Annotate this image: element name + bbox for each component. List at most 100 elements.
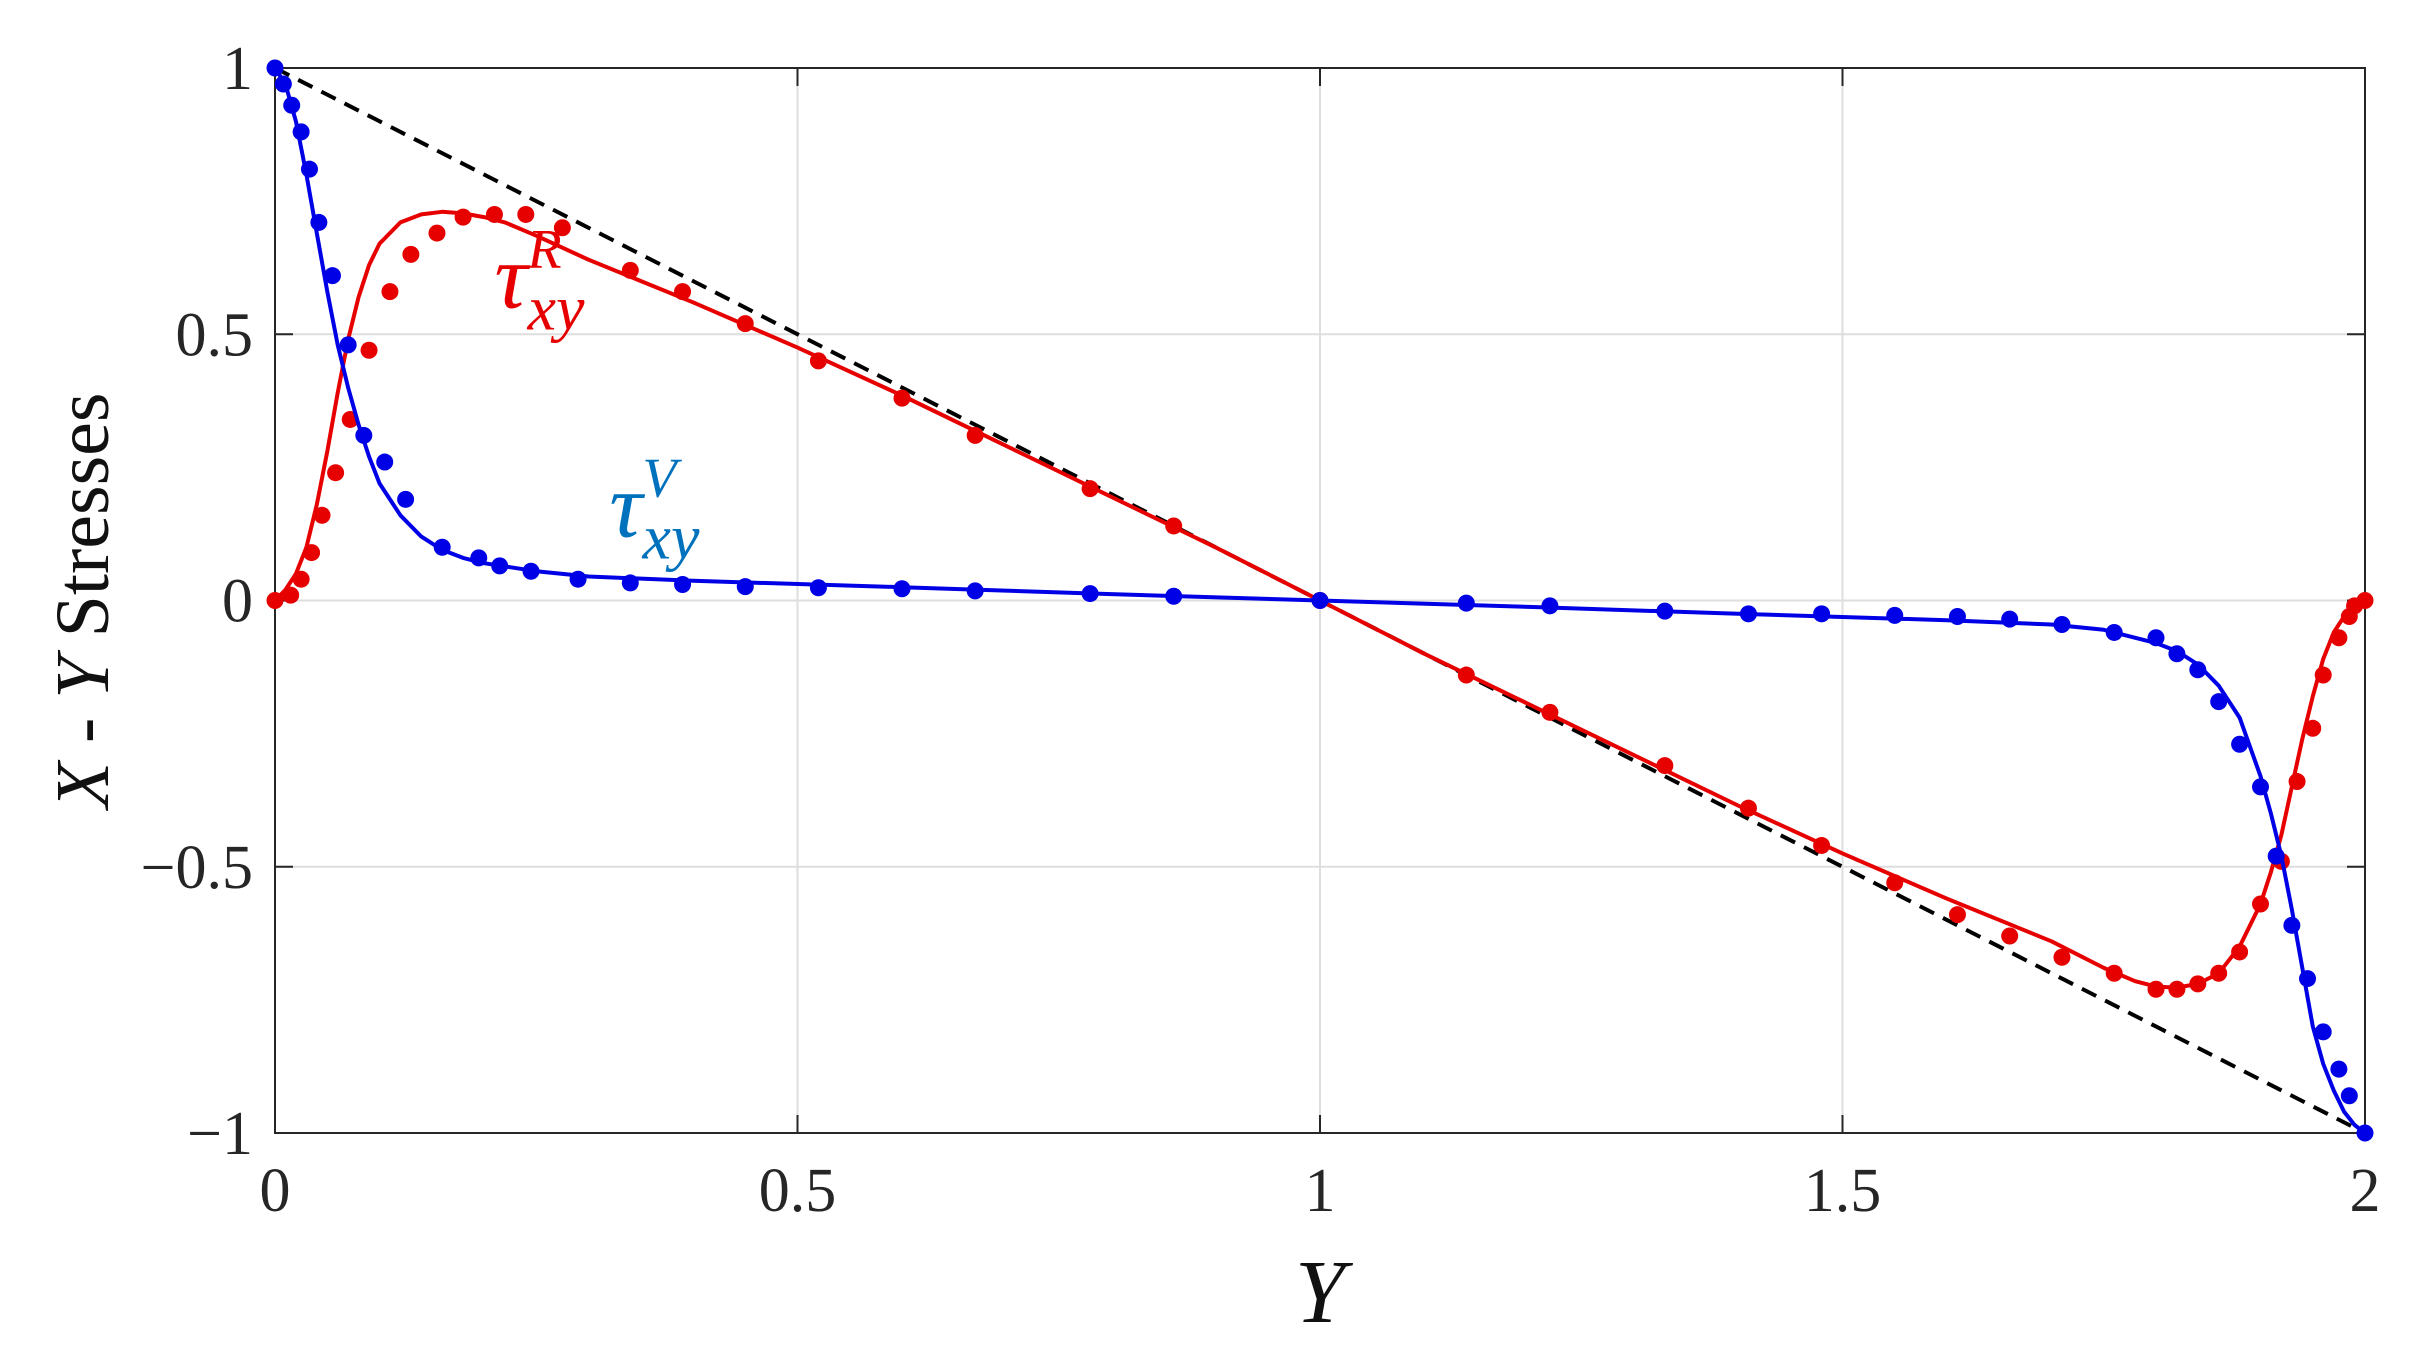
- series-1-point: [1457, 666, 1475, 684]
- series-3-point: [397, 490, 415, 508]
- series-3-point: [2105, 623, 2123, 641]
- series-3-point: [2283, 916, 2301, 934]
- series-3-point: [1886, 606, 1904, 624]
- series-1-point: [327, 464, 345, 482]
- series-1-point: [1739, 799, 1757, 817]
- series-3-point: [274, 75, 292, 93]
- series-3-point: [1739, 605, 1757, 623]
- series-1-point: [381, 283, 399, 301]
- series-3-point: [621, 574, 639, 592]
- y-axis-title-part1: X: [41, 759, 125, 811]
- series-3-point: [1656, 602, 1674, 620]
- series-1-point: [454, 208, 472, 226]
- series-3-point: [1081, 585, 1099, 603]
- annotation-symbol: τ: [609, 455, 645, 557]
- series-3-point: [283, 96, 301, 114]
- series-3-point: [893, 580, 911, 598]
- series-1-point: [266, 592, 284, 609]
- series-3-point: [2356, 1124, 2374, 1142]
- series-1-point: [2288, 773, 2306, 791]
- series-1-point: [2105, 964, 2123, 982]
- series-1-point: [2210, 964, 2228, 982]
- annotation-superscript: R: [526, 219, 561, 281]
- axis-ticks: 0 0.5 1 1.5 2 −1 −0.5 0 0.5 1: [141, 35, 2381, 1225]
- series-1-point: [809, 352, 827, 370]
- series-3-point: [433, 538, 451, 556]
- series-3-point: [2314, 1023, 2332, 1041]
- y-tick-label: −0.5: [141, 834, 253, 902]
- series-1-point: [2314, 666, 2332, 684]
- series-1-point: [1656, 757, 1674, 775]
- series-3-point: [355, 426, 373, 444]
- x-tick-label: 1.5: [1804, 1157, 1882, 1225]
- series-1-point: [1541, 703, 1559, 721]
- series-1-point: [428, 224, 446, 242]
- series-1-point: [2330, 629, 2348, 647]
- x-tick-label: 0: [260, 1157, 291, 1225]
- series-1-point: [313, 506, 331, 524]
- y-tick-label: 1: [222, 35, 253, 103]
- series-1-point: [736, 315, 754, 333]
- series-3-point: [310, 213, 328, 231]
- series-1-point: [2001, 927, 2019, 945]
- annotation-tau-r: τR xy: [494, 219, 585, 344]
- annotation-subscript: xy: [642, 502, 700, 573]
- series-layer: [266, 59, 2374, 1142]
- y-axis-title: X - Y Stresses: [41, 393, 125, 812]
- series-3-point: [2330, 1060, 2348, 1078]
- y-tick-label: −1: [187, 1100, 253, 1168]
- series-3-point: [1948, 607, 1966, 625]
- series-3-point: [2231, 735, 2249, 753]
- series-1-point: [893, 389, 911, 407]
- series-3-point: [470, 549, 488, 567]
- series-1-point: [621, 261, 639, 279]
- series-3-point: [2147, 629, 2165, 647]
- annotation-superscript: V: [642, 448, 682, 510]
- series-1-point: [303, 544, 321, 562]
- series-1-point: [553, 219, 571, 237]
- series-3-point: [2189, 661, 2207, 679]
- y-tick-label: 0.5: [176, 301, 254, 369]
- series-1-point: [2356, 592, 2374, 609]
- series-1-point: [2189, 975, 2207, 993]
- series-3-point: [674, 576, 692, 594]
- series-3-point: [2267, 847, 2285, 865]
- series-1-point: [360, 341, 378, 359]
- series-3-point: [1457, 594, 1475, 612]
- series-1-point: [1813, 836, 1831, 854]
- series-1-point: [2304, 719, 2322, 737]
- series-3-point: [1813, 605, 1831, 623]
- series-3-point: [339, 336, 357, 354]
- x-tick-label: 2: [2350, 1157, 2381, 1225]
- series-1-point: [292, 570, 310, 588]
- series-3-point: [2053, 615, 2071, 633]
- series-3-point: [2299, 970, 2317, 988]
- series-3-point: [522, 562, 540, 580]
- series-3-point: [491, 557, 509, 575]
- series-1-point: [1081, 480, 1099, 498]
- series-3-point: [300, 160, 318, 178]
- series-3-point: [323, 267, 341, 285]
- series-3-point: [292, 123, 310, 141]
- series-3-point: [2252, 778, 2269, 796]
- series-3-point: [809, 579, 827, 597]
- series-1-point: [674, 283, 692, 301]
- series-3-point: [1165, 587, 1183, 605]
- series-1-point: [1165, 517, 1183, 535]
- series-3-point: [2210, 693, 2228, 711]
- series-1-point: [2252, 895, 2269, 913]
- series-1-point: [2168, 980, 2186, 998]
- series-3-point: [266, 59, 284, 77]
- series-3-point: [1541, 597, 1559, 615]
- series-3-point: [2001, 610, 2019, 628]
- series-1-point: [1948, 906, 1966, 924]
- y-axis-title-part4: Stresses: [41, 393, 125, 657]
- annotation-tau-v: τV xy: [609, 448, 700, 573]
- series-3-point: [2340, 1087, 2358, 1105]
- series-3-point: [736, 578, 754, 596]
- series-1-point: [402, 245, 420, 263]
- y-axis-title-part3: Y: [41, 649, 125, 699]
